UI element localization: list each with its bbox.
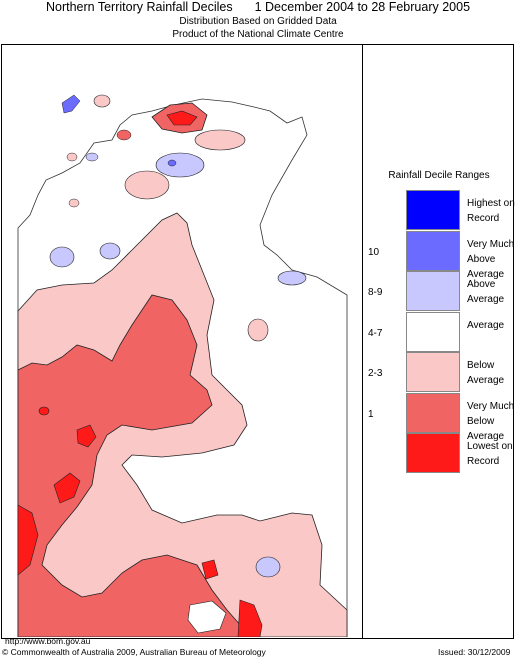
legend-swatch xyxy=(406,392,460,433)
legend-swatch xyxy=(406,190,460,230)
legend-label: Above Average xyxy=(467,279,505,305)
title-region: Northern Territory Rainfall Deciles xyxy=(45,0,233,14)
lowest-record-mid xyxy=(53,472,81,504)
lowest-record-southcentral xyxy=(201,559,219,580)
legend-label: Very Much Below Average xyxy=(467,400,515,442)
legend-swatch xyxy=(406,311,460,352)
above-average-west2 xyxy=(99,242,121,260)
lowest-record-left xyxy=(76,424,97,448)
footer-issued: Issued: 30/12/2009 xyxy=(438,647,511,657)
legend-decile: 8-9 xyxy=(368,287,383,298)
footer-url[interactable]: http://www.bom.gov.au xyxy=(5,636,91,646)
above-average-west xyxy=(49,246,75,268)
legend-decile: 2-3 xyxy=(368,368,383,379)
map-title: Northern Territory Rainfall Deciles 1 Dec… xyxy=(0,0,516,14)
legend-decile: 1 xyxy=(368,408,374,420)
very-much-below-spot-n xyxy=(116,129,132,141)
title-period: 1 December 2004 to 28 February 2005 xyxy=(254,0,471,14)
lowest-record-spot xyxy=(38,406,50,416)
above-average-nw xyxy=(85,152,99,162)
legend-label: Average xyxy=(467,319,505,331)
below-average-ne xyxy=(66,152,78,162)
footer-copyright: © Commonwealth of Australia 2009, Austra… xyxy=(2,647,266,657)
very-much-above-north xyxy=(167,159,177,167)
legend-swatch xyxy=(406,230,460,271)
very-much-below-region xyxy=(17,294,253,637)
average-hole-south xyxy=(187,600,227,634)
legend-decile: 10 xyxy=(368,246,380,258)
legend-swatch xyxy=(406,352,460,392)
below-average-east xyxy=(247,318,269,342)
legend-label: Very Much Above Average xyxy=(467,238,515,280)
legend-swatch xyxy=(406,271,460,311)
subtitle-line2: Product of the National Climate Centre xyxy=(172,29,344,40)
below-average-spot xyxy=(68,198,80,208)
above-average-south xyxy=(255,556,281,578)
legend-divider xyxy=(362,44,363,639)
legend-swatch xyxy=(406,433,460,473)
map-frame xyxy=(1,44,514,639)
legend-label: Below Average xyxy=(467,360,505,386)
subtitle-line1: Distribution Based on Gridded Data xyxy=(179,16,337,27)
below-average-north1 xyxy=(124,170,170,200)
lowest-record-west xyxy=(17,504,39,576)
legend-label: Highest on Record xyxy=(467,198,515,224)
below-average-nw xyxy=(93,94,111,108)
above-average-north xyxy=(155,152,205,178)
above-average-east xyxy=(277,270,307,286)
below-average-north2 xyxy=(194,129,246,151)
legend-title: Rainfall Decile Ranges xyxy=(388,170,490,181)
lowest-record-north-core xyxy=(166,110,198,126)
lowest-record-south xyxy=(237,599,263,637)
rainfall-decile-map xyxy=(17,94,348,637)
legend-decile: 4-7 xyxy=(368,327,383,339)
legend-label: Lowest on Record xyxy=(467,441,513,467)
very-much-above-nw xyxy=(61,94,81,114)
